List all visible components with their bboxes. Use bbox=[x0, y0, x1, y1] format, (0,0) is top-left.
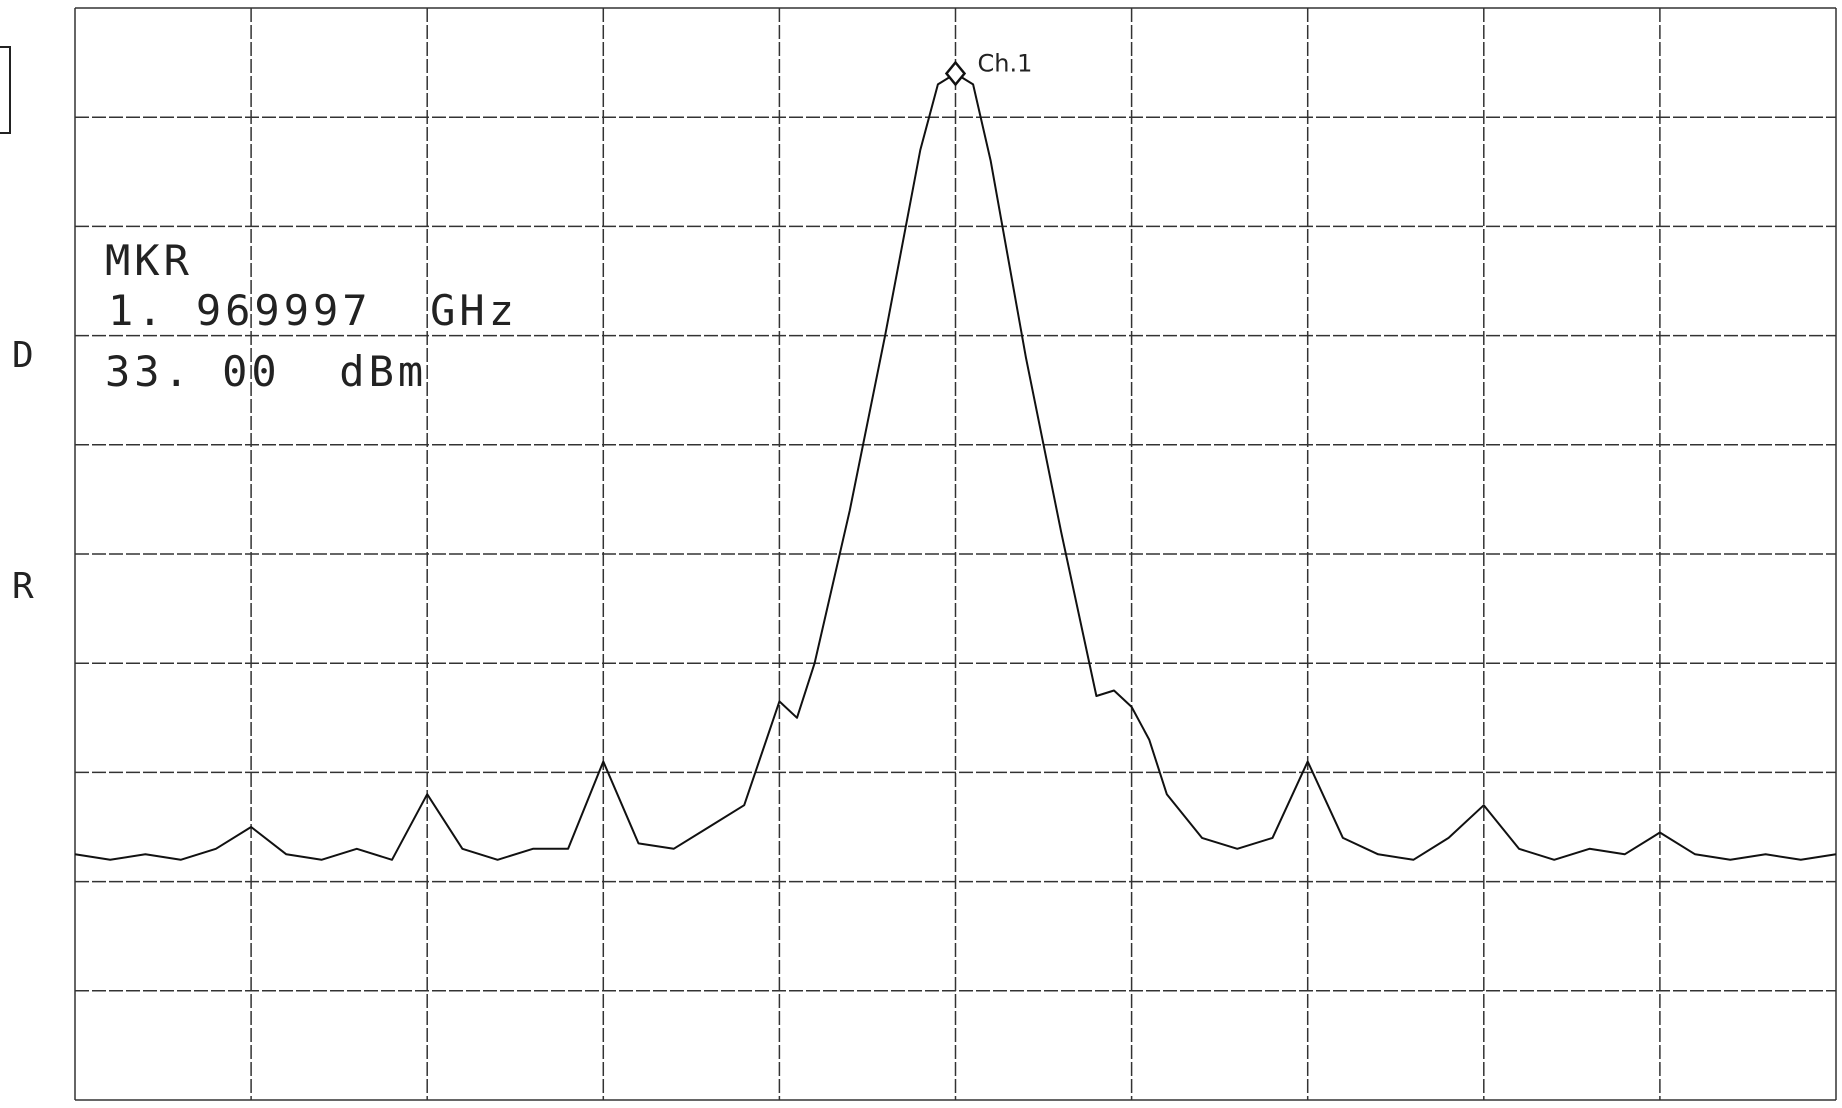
bracket-mark bbox=[0, 46, 11, 134]
side-label-r: R bbox=[12, 566, 34, 607]
marker-channel-label: Ch.1 bbox=[978, 50, 1033, 78]
marker-frequency: 1. 969997 GHz bbox=[108, 286, 518, 335]
series-layer bbox=[74, 72, 1837, 861]
grid bbox=[74, 7, 1837, 1101]
marker-level: 33. 00 dBm bbox=[105, 347, 427, 396]
marker-label: MKR bbox=[105, 236, 193, 285]
marker-layer: Ch.1 bbox=[944, 50, 1033, 87]
side-label-d: D bbox=[12, 335, 34, 376]
spectrum-trace bbox=[74, 72, 1837, 861]
marker-diamond bbox=[944, 60, 967, 87]
